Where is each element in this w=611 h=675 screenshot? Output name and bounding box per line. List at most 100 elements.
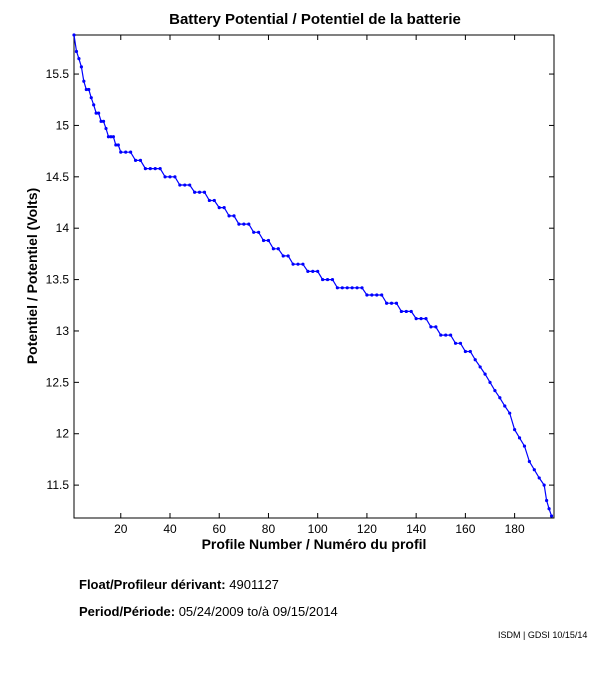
data-point bbox=[301, 262, 305, 266]
y-axis: 11.5 12 12.5 13 13.5 14 14.5 15 15.5 bbox=[46, 67, 554, 492]
y-tick-label: 13.5 bbox=[46, 273, 70, 287]
data-point bbox=[547, 507, 551, 511]
data-point bbox=[414, 317, 418, 321]
credit-stamp: ISDM | GDSI 10/15/14 bbox=[498, 630, 588, 640]
data-point bbox=[291, 262, 295, 266]
x-axis: 20 40 60 80 100 120 140 160 180 bbox=[114, 35, 525, 536]
y-axis-label: Potentiel / Potentiel (Volts) bbox=[24, 188, 40, 364]
data-point bbox=[163, 175, 167, 179]
data-point bbox=[434, 325, 438, 329]
data-point bbox=[74, 49, 79, 54]
data-point bbox=[449, 333, 453, 337]
data-point bbox=[389, 301, 394, 305]
data-point bbox=[114, 143, 118, 147]
data-point bbox=[360, 286, 364, 290]
data-point bbox=[473, 358, 477, 362]
plot-area bbox=[73, 34, 555, 519]
x-tick-label: 40 bbox=[163, 522, 177, 536]
data-point bbox=[537, 476, 541, 480]
data-point bbox=[532, 468, 536, 472]
period-label: Period/Période: bbox=[79, 604, 176, 619]
data-point bbox=[158, 166, 162, 171]
x-tick-label: 60 bbox=[213, 522, 227, 536]
x-axis-label: Profile Number / Numéro du profil bbox=[202, 536, 427, 552]
data-point bbox=[483, 372, 487, 376]
data-point bbox=[257, 230, 261, 234]
data-point bbox=[321, 277, 325, 282]
float-label: Float/Profileur dérivant: bbox=[79, 577, 226, 592]
data-point bbox=[458, 341, 463, 345]
data-point bbox=[463, 349, 467, 354]
y-tick-label: 15 bbox=[56, 118, 70, 132]
data-point bbox=[271, 247, 275, 251]
float-value: 4901127 bbox=[229, 577, 279, 592]
data-point bbox=[212, 198, 216, 203]
data-point bbox=[207, 198, 211, 203]
x-tick-label: 20 bbox=[114, 522, 128, 536]
y-tick-label: 11.5 bbox=[47, 478, 70, 492]
data-point bbox=[498, 396, 502, 400]
data-point bbox=[77, 57, 81, 61]
data-point bbox=[193, 190, 197, 194]
data-point bbox=[94, 111, 98, 115]
period-separator: to/à bbox=[247, 604, 270, 619]
period-end: 09/15/2014 bbox=[272, 604, 338, 619]
data-point bbox=[542, 483, 546, 487]
data-point bbox=[79, 65, 83, 69]
data-point bbox=[508, 411, 512, 415]
data-point bbox=[468, 349, 472, 354]
data-point bbox=[286, 254, 290, 258]
data-point bbox=[111, 135, 115, 139]
data-point bbox=[247, 222, 251, 226]
period-start: 05/24/2009 bbox=[178, 604, 244, 619]
data-point bbox=[138, 158, 143, 162]
float-info: Float/Profileur dérivant: 4901127 bbox=[79, 577, 279, 592]
data-point bbox=[419, 317, 423, 321]
data-point bbox=[101, 119, 106, 123]
data-point bbox=[355, 286, 359, 290]
data-point bbox=[217, 206, 221, 210]
data-point bbox=[183, 183, 187, 187]
data-point bbox=[188, 183, 192, 187]
data-point bbox=[99, 119, 103, 123]
data-point bbox=[399, 309, 403, 314]
data-point bbox=[202, 190, 207, 194]
y-tick-label: 12.5 bbox=[46, 375, 70, 389]
data-point bbox=[296, 262, 300, 266]
data-point bbox=[89, 96, 93, 100]
y-tick-label: 14 bbox=[56, 221, 70, 235]
data-point bbox=[281, 254, 285, 258]
data-point bbox=[424, 317, 428, 321]
data-point bbox=[109, 135, 113, 139]
y-tick-label: 13 bbox=[56, 324, 70, 338]
x-tick-label: 180 bbox=[505, 522, 525, 536]
data-point bbox=[72, 33, 76, 37]
y-tick-label: 14.5 bbox=[46, 170, 70, 184]
data-point bbox=[222, 206, 226, 210]
data-point bbox=[82, 79, 86, 83]
data-point bbox=[129, 150, 133, 154]
data-point bbox=[276, 247, 280, 251]
data-point bbox=[106, 135, 111, 139]
data-point bbox=[409, 309, 413, 314]
data-point bbox=[84, 87, 88, 92]
data-point bbox=[316, 269, 320, 273]
data-point bbox=[340, 286, 344, 290]
data-point bbox=[365, 293, 369, 297]
data-point bbox=[517, 436, 522, 440]
data-point bbox=[404, 309, 408, 314]
data-point bbox=[380, 293, 384, 297]
data-point bbox=[261, 238, 266, 243]
data-point bbox=[133, 158, 138, 162]
data-point bbox=[153, 166, 157, 171]
data-point bbox=[242, 222, 246, 226]
data-point bbox=[345, 286, 349, 290]
data-point bbox=[335, 286, 339, 290]
data-point bbox=[493, 388, 497, 393]
data-point bbox=[429, 325, 433, 329]
data-point bbox=[178, 183, 182, 187]
data-point bbox=[503, 404, 507, 408]
data-point bbox=[266, 238, 271, 243]
data-point bbox=[306, 269, 310, 273]
